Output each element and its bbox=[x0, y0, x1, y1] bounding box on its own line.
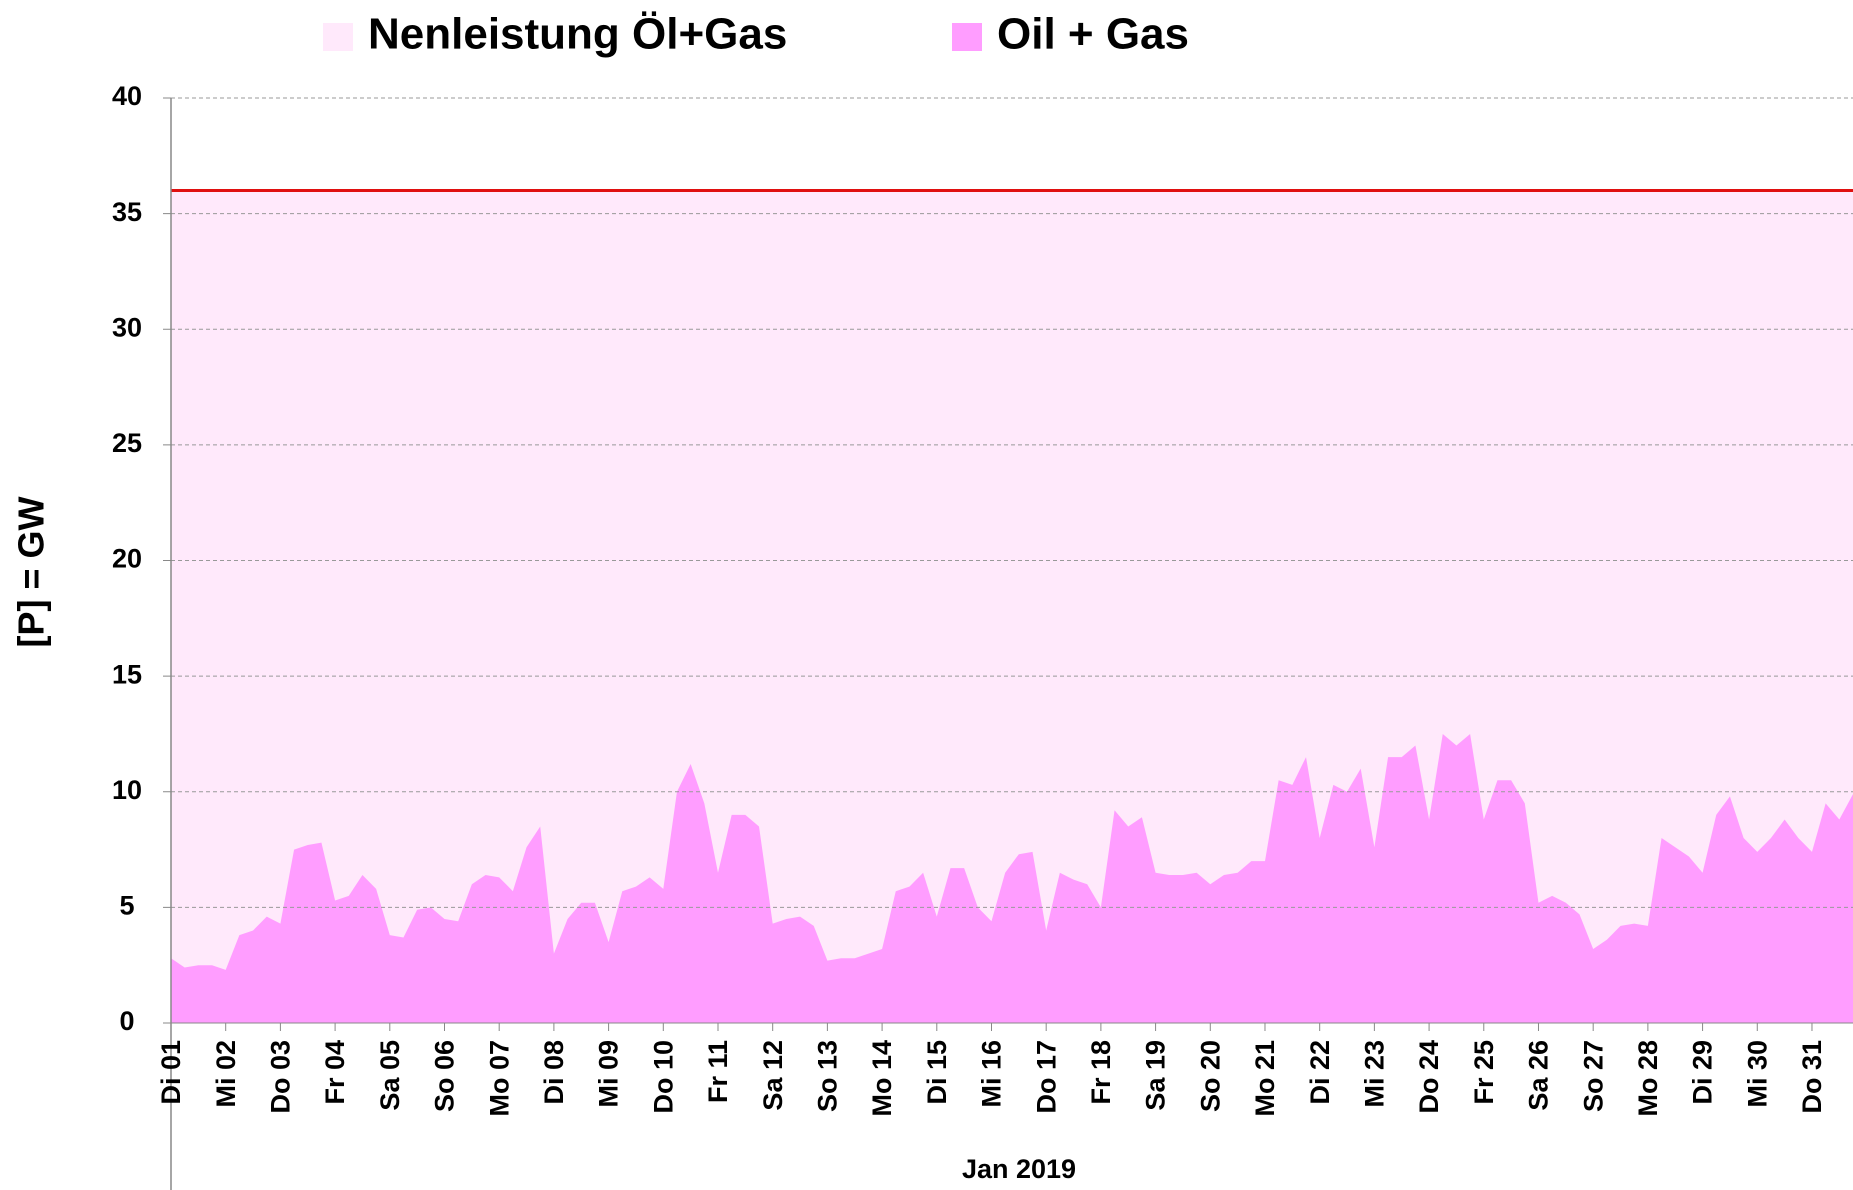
area bbox=[171, 733, 1853, 1023]
x-tick-label: Fr 11 bbox=[703, 1040, 733, 1103]
y-tick-label: 40 bbox=[112, 81, 142, 111]
y-tick-label: 35 bbox=[112, 197, 142, 227]
legend-swatch bbox=[323, 23, 353, 51]
x-tick-label: Di 08 bbox=[539, 1040, 569, 1105]
x-tick-label: Di 01 bbox=[156, 1040, 186, 1105]
x-tick-label: Do 17 bbox=[1031, 1040, 1061, 1114]
y-tick-label: 30 bbox=[112, 312, 142, 342]
x-tick-label: Mi 16 bbox=[977, 1040, 1007, 1108]
x-axis-label: Jan 2019 bbox=[962, 1154, 1076, 1184]
y-tick-label: 0 bbox=[119, 1006, 134, 1036]
x-tick-label: So 06 bbox=[430, 1040, 460, 1112]
x-tick-label: Mi 23 bbox=[1360, 1040, 1390, 1108]
x-tick-label: Do 10 bbox=[648, 1040, 678, 1114]
y-tick-label: 10 bbox=[112, 775, 142, 805]
x-tick-label: Sa 19 bbox=[1141, 1040, 1171, 1111]
x-tick-label: Mi 30 bbox=[1742, 1040, 1772, 1108]
legend-label: Nenleistung Öl+Gas bbox=[368, 10, 787, 59]
x-tick-label: Fr 18 bbox=[1086, 1040, 1116, 1105]
x-tick-label: So 13 bbox=[813, 1040, 843, 1112]
x-tick-label: Mi 09 bbox=[594, 1040, 624, 1108]
y-axis-label: [P] = GW bbox=[11, 496, 52, 647]
x-tick-label: Sa 12 bbox=[758, 1040, 788, 1111]
x-tick-label: Mi 02 bbox=[211, 1040, 241, 1108]
x-tick-label: Di 22 bbox=[1305, 1040, 1335, 1105]
x-tick-label: Mo 21 bbox=[1250, 1040, 1280, 1117]
x-tick-label: Di 29 bbox=[1688, 1040, 1718, 1105]
x-tick-label: Fr 04 bbox=[320, 1040, 350, 1105]
x-tick-label: Fr 25 bbox=[1469, 1040, 1499, 1105]
x-tick-label: So 20 bbox=[1195, 1040, 1225, 1112]
x-tick-label: Mo 14 bbox=[867, 1040, 897, 1117]
x-tick-label: So 27 bbox=[1578, 1040, 1608, 1112]
legend-label: Oil + Gas bbox=[997, 10, 1189, 59]
legend-swatch bbox=[952, 23, 982, 51]
x-tick-label: Mo 28 bbox=[1633, 1040, 1663, 1117]
x-tick-label: Mo 07 bbox=[484, 1040, 514, 1117]
x-tick-label: Do 24 bbox=[1414, 1040, 1444, 1114]
x-tick-label: Do 31 bbox=[1797, 1040, 1827, 1114]
x-tick-label: Di 15 bbox=[922, 1040, 952, 1105]
x-tick-label: Sa 05 bbox=[375, 1040, 405, 1111]
x-tick-label: Do 03 bbox=[266, 1040, 296, 1114]
y-tick-label: 25 bbox=[112, 428, 142, 458]
y-tick-label: 20 bbox=[112, 544, 142, 574]
y-tick-label: 15 bbox=[112, 659, 142, 689]
y-tick-label: 5 bbox=[119, 891, 134, 921]
x-tick-label: Sa 26 bbox=[1524, 1040, 1554, 1111]
